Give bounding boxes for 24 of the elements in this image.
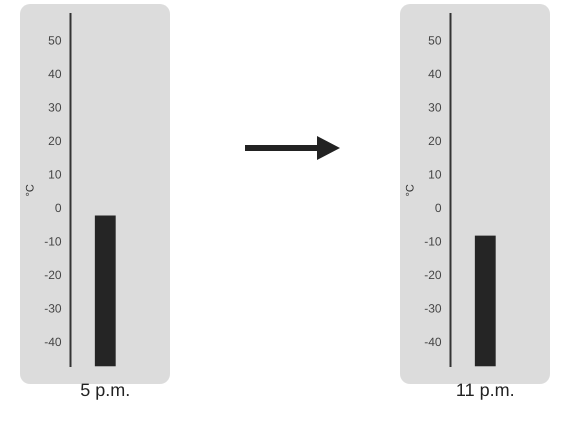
y-tick-label: -40 [44,335,62,350]
y-tick-label: 20 [48,134,62,148]
y-tick-label: -30 [424,302,442,316]
y-tick-label: 10 [428,168,442,182]
x-tick-label: 5 p.m. [80,380,130,400]
y-tick-label: -10 [44,234,62,249]
y-tick-label: 40 [48,66,62,81]
y-tick-label: 20 [428,134,442,148]
y-tick-label: 30 [428,100,442,114]
y-tick-label: -10 [424,234,442,249]
x-tick-label: 11 p.m. [456,380,515,400]
y-tick-label: 40 [428,66,442,81]
y-tick-label: 0 [434,201,442,216]
y-tick-label: 0 [54,201,62,216]
y-axis-title: °C [404,184,417,196]
y-tick-label: -20 [424,268,442,282]
y-tick-label: -20 [44,268,62,282]
y-tick-label: -40 [424,335,442,350]
y-tick-label: 50 [428,33,442,48]
y-tick-label: 10 [48,168,62,182]
y-tick-label: 30 [48,100,62,114]
y-tick-label: 50 [48,33,62,48]
y-axis-title: °C [24,184,37,196]
y-tick-label: -30 [44,302,62,316]
